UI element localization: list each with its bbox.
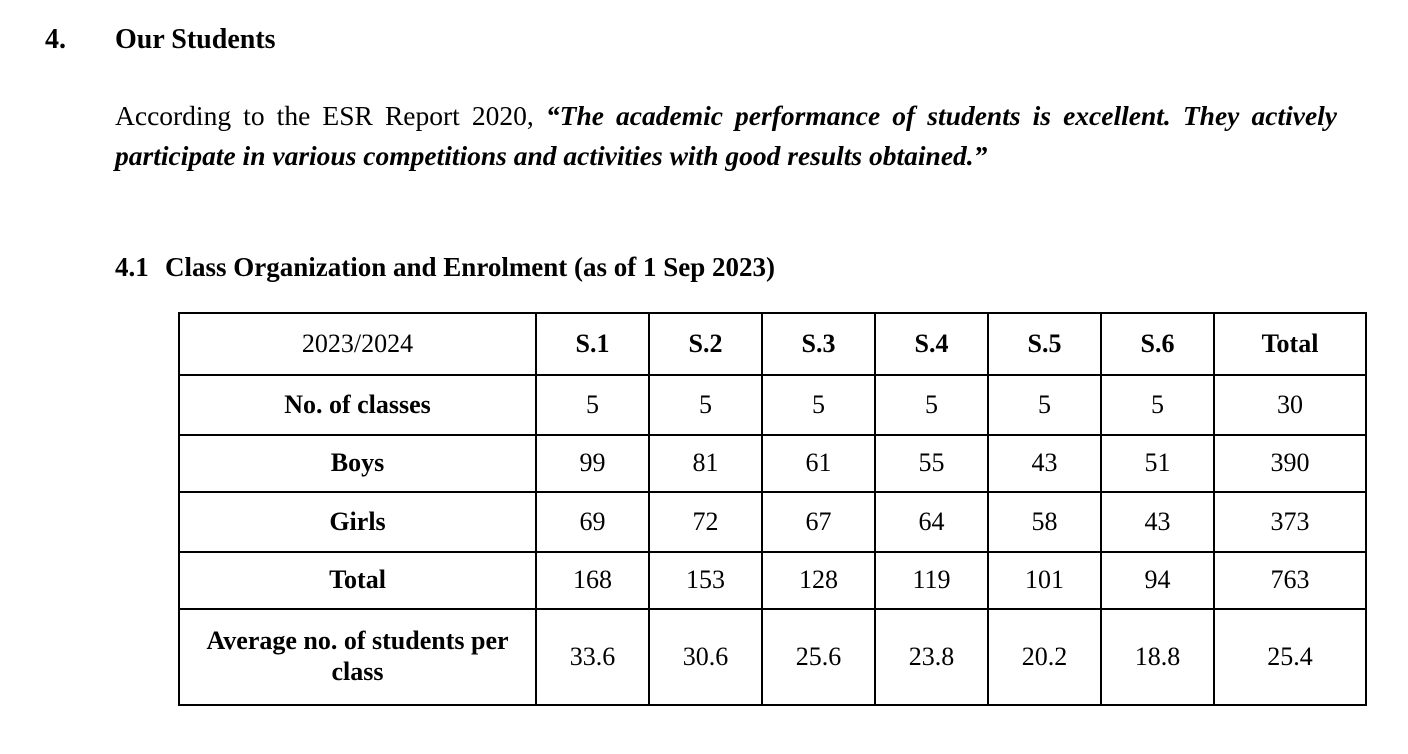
table-header-cell: S.5 [987, 312, 1102, 376]
table-cell: 23.8 [874, 608, 989, 706]
table-cell: 373 [1213, 491, 1367, 553]
table-cell: 119 [874, 551, 989, 610]
table-cell: 33.6 [535, 608, 650, 706]
table-cell: 81 [648, 434, 763, 493]
table-header-cell: S.3 [761, 312, 876, 376]
table-cell: 18.8 [1100, 608, 1215, 706]
table-cell: 58 [987, 491, 1102, 553]
table-cell: 128 [761, 551, 876, 610]
paragraph-intro: According to the ESR Report 2020, [115, 100, 546, 131]
table-cell: 5 [648, 374, 763, 436]
table-row-boys: Boys 99 81 61 55 43 51 390 [178, 434, 1367, 493]
enrolment-table: 2023/2024 S.1 S.2 S.3 S.4 S.5 S.6 Total … [178, 312, 1367, 706]
table-cell: 64 [874, 491, 989, 553]
table-cell: 55 [874, 434, 989, 493]
table-cell: 5 [987, 374, 1102, 436]
table-row-classes: No. of classes 5 5 5 5 5 5 30 [178, 374, 1367, 436]
table-header-row: 2023/2024 S.1 S.2 S.3 S.4 S.5 S.6 Total [178, 312, 1367, 376]
table-cell: 25.4 [1213, 608, 1367, 706]
table-cell: 69 [535, 491, 650, 553]
table-row-total: Total 168 153 128 119 101 94 763 [178, 551, 1367, 610]
row-label: Average no. of students per class [178, 608, 537, 706]
table-cell: 25.6 [761, 608, 876, 706]
table-header-cell: Total [1213, 312, 1367, 376]
row-label: No. of classes [178, 374, 537, 436]
table-header-cell: S.4 [874, 312, 989, 376]
table-cell: 763 [1213, 551, 1367, 610]
table-cell: 5 [535, 374, 650, 436]
subsection-title: Class Organization and Enrolment (as of … [165, 252, 776, 282]
table-cell: 61 [761, 434, 876, 493]
section-title: Our Students [115, 24, 276, 55]
table-cell: 43 [987, 434, 1102, 493]
table-cell: 5 [874, 374, 989, 436]
table-cell: 20.2 [987, 608, 1102, 706]
row-label: Boys [178, 434, 537, 493]
table-cell: 67 [761, 491, 876, 553]
table-row-average: Average no. of students per class 33.6 3… [178, 608, 1367, 706]
esr-report-paragraph: According to the ESR Report 2020, “The a… [115, 96, 1337, 176]
subsection-number: 4.1 [115, 252, 149, 282]
table-cell: 5 [761, 374, 876, 436]
table-cell: 43 [1100, 491, 1215, 553]
table-cell: 101 [987, 551, 1102, 610]
section-heading: 4. Our Students [45, 24, 276, 56]
table-cell: 72 [648, 491, 763, 553]
table-header-cell: S.1 [535, 312, 650, 376]
table-row-girls: Girls 69 72 67 64 58 43 373 [178, 491, 1367, 553]
table-header-year: 2023/2024 [178, 312, 537, 376]
table-cell: 51 [1100, 434, 1215, 493]
section-number: 4. [45, 24, 66, 55]
row-label: Girls [178, 491, 537, 553]
table-cell: 99 [535, 434, 650, 493]
table-cell: 5 [1100, 374, 1215, 436]
table-header-cell: S.2 [648, 312, 763, 376]
table-cell: 30.6 [648, 608, 763, 706]
subsection-heading: 4.1 Class Organization and Enrolment (as … [115, 252, 775, 283]
paragraph-quote: “The academic performance of students is… [115, 100, 1337, 171]
table-cell: 30 [1213, 374, 1367, 436]
table-header-cell: S.6 [1100, 312, 1215, 376]
row-label: Total [178, 551, 537, 610]
table-cell: 390 [1213, 434, 1367, 493]
table-cell: 153 [648, 551, 763, 610]
table-cell: 94 [1100, 551, 1215, 610]
table-cell: 168 [535, 551, 650, 610]
